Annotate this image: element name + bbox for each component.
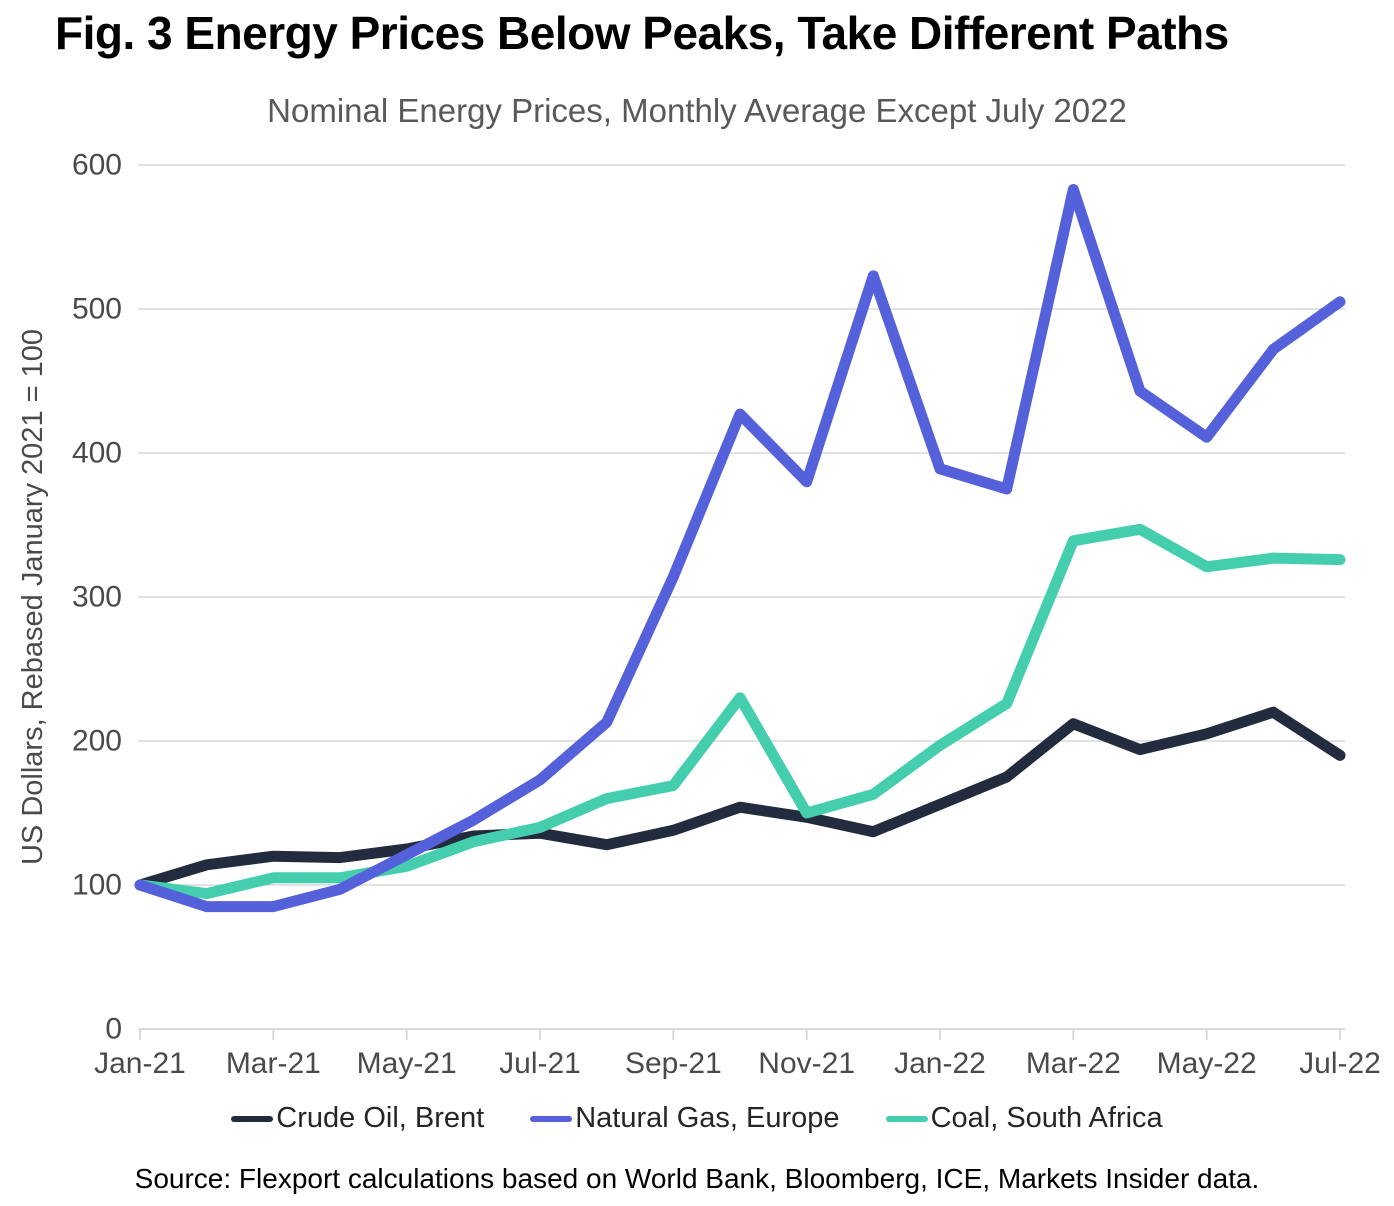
legend-label-coal-south-africa: Coal, South Africa bbox=[930, 1102, 1163, 1134]
y-axis-title: US Dollars, Rebased January 2021 = 100 bbox=[17, 329, 49, 865]
source-note: Source: Flexport calculations based on W… bbox=[134, 1163, 1260, 1194]
legend-label-crude-oil-brent: Crude Oil, Brent bbox=[276, 1102, 485, 1134]
legend-swatch-coal-south-africa bbox=[885, 1115, 928, 1122]
legend-item-crude-oil-brent: Crude Oil, Brent bbox=[231, 1102, 484, 1135]
x-tick-label: May-21 bbox=[357, 1047, 457, 1080]
y-tick-label: 400 bbox=[72, 437, 122, 470]
x-tick-label: Jan-22 bbox=[894, 1047, 986, 1080]
x-tick-label: Nov-21 bbox=[758, 1047, 855, 1080]
line-natural-gas-europe bbox=[134, 184, 1346, 913]
y-tick-label: 500 bbox=[72, 293, 122, 326]
legend-label-natural-gas-europe: Natural Gas, Europe bbox=[575, 1102, 840, 1134]
chart-subtitle: Nominal Energy Prices, Monthly Average E… bbox=[267, 92, 1127, 129]
y-tick-label: 0 bbox=[105, 1013, 122, 1046]
x-tick-label: Jul-21 bbox=[499, 1047, 581, 1080]
y-tick-label: 600 bbox=[72, 149, 122, 182]
y-tick-label: 100 bbox=[72, 869, 122, 902]
x-tick-label: Sep-21 bbox=[625, 1047, 722, 1080]
line-coal-south-africa bbox=[134, 523, 1346, 900]
legend-item-coal-south-africa: Coal, South Africa bbox=[885, 1102, 1163, 1135]
y-tick-label: 200 bbox=[72, 725, 122, 758]
x-tick-label: Jan-21 bbox=[94, 1047, 186, 1080]
line-crude-oil-brent bbox=[134, 706, 1346, 891]
legend-item-natural-gas-europe: Natural Gas, Europe bbox=[530, 1102, 840, 1135]
chart-legend: Crude Oil, Brent Natural Gas, Europe Coa… bbox=[0, 1102, 1394, 1135]
chart-title: Fig. 3 Energy Prices Below Peaks, Take D… bbox=[55, 7, 1229, 59]
legend-swatch-natural-gas-europe bbox=[530, 1115, 573, 1122]
x-tick-label: Mar-22 bbox=[1026, 1047, 1121, 1080]
x-tick-label: May-22 bbox=[1157, 1047, 1257, 1080]
x-tick-label: Jul-22 bbox=[1299, 1047, 1381, 1080]
x-tick-label: Mar-21 bbox=[226, 1047, 321, 1080]
legend-swatch-crude-oil-brent bbox=[231, 1115, 274, 1122]
y-tick-label: 300 bbox=[72, 581, 122, 614]
